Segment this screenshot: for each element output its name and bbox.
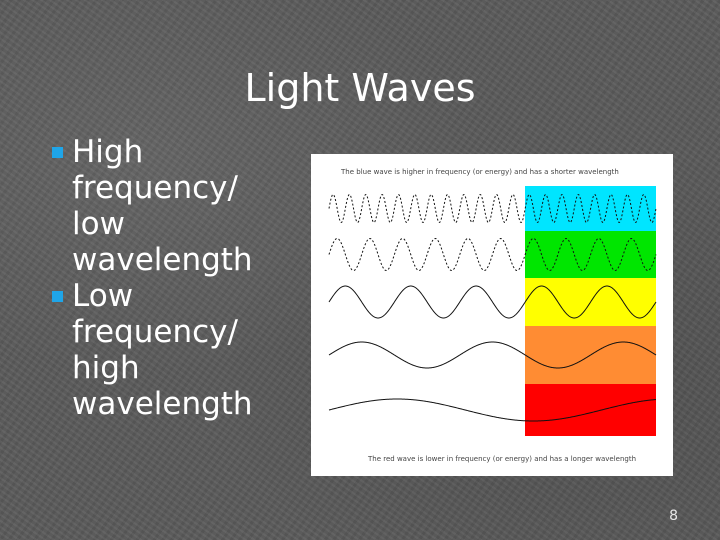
- bullet-text: Low frequency/ high wavelength: [72, 278, 253, 422]
- wave-rows: [328, 186, 657, 436]
- bullet-marker-icon: [52, 147, 63, 158]
- page-number: 8: [669, 508, 678, 524]
- bullet-list: High frequency/ low wavelength Low frequ…: [52, 134, 292, 422]
- wave-line-orange: [328, 341, 657, 369]
- wave-color-band-red: [525, 384, 656, 436]
- wave-diagram: The blue wave is higher in frequency (or…: [328, 168, 657, 463]
- wave-line-red: [328, 398, 657, 422]
- slide-title-text: Light Waves: [244, 66, 476, 110]
- slide-title: Light Waves: [0, 62, 720, 114]
- wave-line-yellow: [328, 285, 657, 319]
- figure-bottom-caption: The red wave is lower in frequency (or e…: [367, 455, 636, 463]
- bullet-item: Low frequency/ high wavelength: [52, 278, 292, 422]
- wave-line-blue: [328, 194, 657, 223]
- bullet-text: High frequency/ low wavelength: [72, 134, 253, 278]
- wave-figure: The blue wave is higher in frequency (or…: [311, 154, 673, 476]
- bullet-item: High frequency/ low wavelength: [52, 134, 292, 278]
- bullet-marker-icon: [52, 291, 63, 302]
- figure-top-caption: The blue wave is higher in frequency (or…: [340, 168, 619, 176]
